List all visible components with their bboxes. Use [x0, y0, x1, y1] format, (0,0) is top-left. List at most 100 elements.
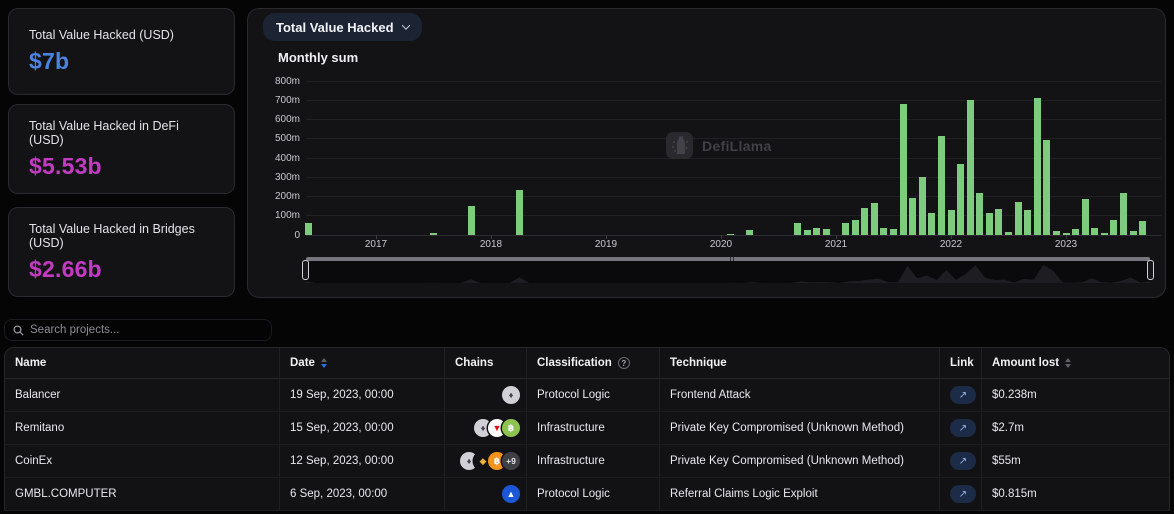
bar-month[interactable] [1110, 220, 1118, 235]
x-tick-label: 2017 [364, 239, 388, 250]
stat-card-bridges-hacked: Total Value Hacked in Bridges (USD) $2.6… [8, 207, 235, 297]
arbitrum-chain-icon: ▲ [502, 485, 520, 503]
bar-month[interactable] [1052, 231, 1060, 235]
brush-minimap [306, 261, 1150, 283]
stat-value: $2.66b [29, 255, 102, 282]
bar-month[interactable] [794, 223, 802, 235]
watermark-text: DefiLlama [702, 137, 772, 154]
bar-month[interactable] [1024, 209, 1032, 235]
bar-month[interactable] [813, 227, 821, 235]
bar-chart[interactable]: 2017 2018 2019 2020 2021 2022 2023 [305, 80, 1161, 250]
bar-month[interactable] [305, 223, 313, 235]
bar-month[interactable] [899, 104, 907, 235]
bar-month[interactable] [746, 229, 754, 235]
x-tick-mark [951, 235, 952, 239]
cell-name: Balancer [15, 389, 61, 401]
column-label: Name [15, 357, 47, 369]
cell-link: ↗ [939, 412, 981, 444]
cell-technique: Referral Claims Logic Exploit [659, 478, 939, 510]
search-input[interactable] [30, 324, 250, 336]
more-chains-badge: +9 [502, 452, 520, 470]
cell-name: GMBL.COMPUTER [15, 488, 117, 500]
sort-icon[interactable] [1065, 358, 1072, 368]
bar-month[interactable] [870, 203, 878, 235]
chevron-down-icon [401, 21, 410, 30]
bar-month[interactable] [1072, 229, 1080, 235]
bar-month[interactable] [1091, 228, 1099, 235]
cell-date: 6 Sep, 2023, 00:00 [279, 478, 444, 510]
cell-amount-lost: $55m [981, 445, 1169, 477]
bar-month[interactable] [1081, 199, 1089, 235]
y-tick-label: 0 [294, 229, 300, 241]
bar-month[interactable] [937, 135, 945, 235]
cell-amount-lost: $0.815m [981, 478, 1169, 510]
bar-month[interactable] [1043, 140, 1051, 235]
brush-handle-left[interactable] [302, 260, 309, 280]
external-link-button[interactable]: ↗ [950, 485, 976, 503]
bar-month[interactable] [957, 164, 965, 235]
bar-month[interactable] [1139, 220, 1147, 235]
external-link-button[interactable]: ↗ [950, 452, 976, 470]
bar-month[interactable] [842, 223, 850, 235]
defillama-llama-icon [666, 132, 693, 159]
y-tick-label: 300m [274, 171, 300, 183]
column-header-date[interactable]: Date [279, 348, 444, 378]
y-tick-label: 200m [274, 191, 300, 202]
y-tick-label: 500m [274, 133, 300, 145]
y-tick-label: 800m [274, 75, 300, 87]
y-tick-label: 700m [274, 94, 300, 106]
bar-month[interactable] [822, 229, 830, 235]
sort-icon[interactable] [320, 358, 327, 368]
bar-month[interactable] [976, 193, 984, 235]
bar-month[interactable] [861, 208, 869, 235]
search-bar [4, 319, 272, 341]
smart-chain-chain-icon: ◆ [474, 452, 492, 470]
x-tick-label: 2021 [824, 239, 848, 250]
bar-month[interactable] [516, 190, 524, 235]
x-tick-mark [606, 235, 607, 239]
bar-month[interactable] [909, 198, 917, 235]
bar-month[interactable] [880, 228, 888, 235]
stat-label: Total Value Hacked in DeFi (USD) [29, 118, 179, 147]
y-tick-label: 400m [274, 152, 300, 164]
bar-month[interactable] [947, 209, 955, 235]
bar-month[interactable] [985, 213, 993, 235]
bar-month[interactable] [1120, 193, 1127, 235]
help-icon[interactable]: ? [617, 357, 630, 369]
bar-month[interactable] [1062, 233, 1070, 235]
time-range-brush[interactable] [302, 257, 1154, 283]
metric-dropdown[interactable]: Total Value Hacked [263, 13, 422, 41]
bar-month[interactable] [1014, 202, 1022, 235]
brush-track[interactable] [306, 257, 1150, 261]
external-link-button[interactable]: ↗ [950, 386, 976, 404]
bar-month[interactable] [928, 213, 936, 235]
bar-month[interactable] [803, 229, 811, 235]
x-tick-mark [376, 235, 377, 239]
bar-month[interactable] [851, 220, 859, 235]
column-header-amount-lost[interactable]: Amount lost [981, 348, 1169, 378]
bar-month[interactable] [966, 100, 974, 235]
column-label: Date [290, 357, 315, 369]
column-label: Technique [670, 357, 727, 369]
bar-month[interactable] [727, 234, 735, 235]
external-link-button[interactable]: ↗ [950, 419, 976, 437]
bar-month[interactable] [1100, 232, 1108, 235]
brush-handle-right[interactable] [1147, 260, 1154, 280]
bar-month[interactable] [1033, 97, 1041, 235]
bar-month[interactable] [430, 233, 437, 235]
bar-month[interactable] [1005, 232, 1012, 235]
chart-title: Monthly sum [278, 50, 359, 65]
bar-month[interactable] [1129, 231, 1137, 235]
column-label: Amount lost [992, 357, 1060, 369]
cell-date: 19 Sep, 2023, 00:00 [279, 379, 444, 411]
column-header-technique: Technique [659, 348, 939, 378]
cell-classification: Protocol Logic [526, 478, 659, 510]
cell-technique: Frontend Attack [659, 379, 939, 411]
bar-month[interactable] [918, 177, 926, 235]
chart-panel: Total Value Hacked Monthly sum 0 100m 200m… [247, 8, 1166, 298]
bar-month[interactable] [468, 205, 476, 235]
column-header-classification[interactable]: Classification? [526, 348, 659, 378]
bar-month[interactable] [890, 229, 897, 235]
bar-month[interactable] [995, 209, 1003, 235]
